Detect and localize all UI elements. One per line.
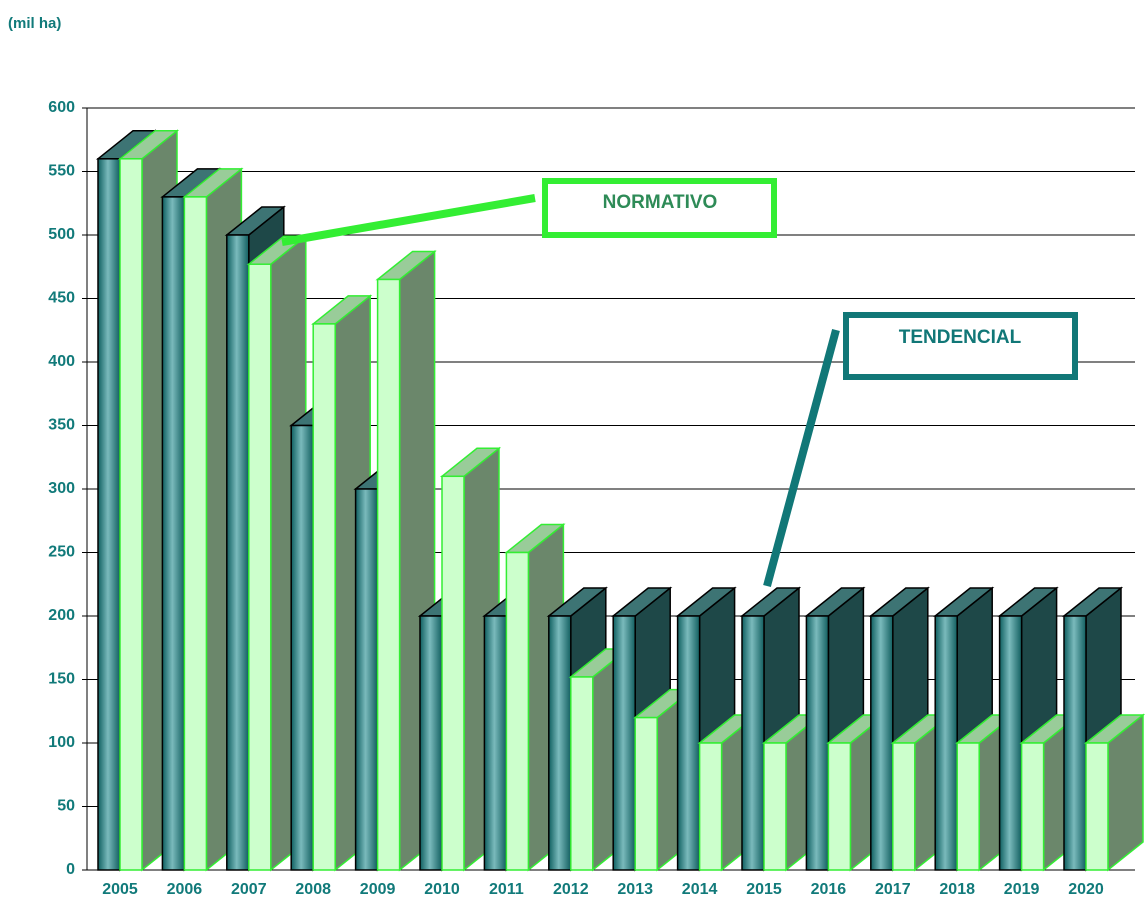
callout-line — [763, 328, 840, 588]
x-tick-label: 2012 — [553, 881, 589, 898]
bar-front — [805, 615, 830, 871]
x-tick-label: 2009 — [360, 881, 396, 898]
bar-front — [548, 615, 572, 871]
y-tick-label: 550 — [48, 163, 75, 180]
callout-line — [281, 194, 536, 246]
x-tick-label: 2018 — [939, 881, 975, 898]
y-tick-label: 400 — [48, 353, 75, 370]
bar-front — [419, 615, 443, 871]
bar-front — [998, 615, 1023, 871]
bar-front — [676, 615, 701, 871]
bar-front — [570, 676, 594, 871]
bar-front — [226, 234, 250, 871]
y-tick-label: 200 — [48, 607, 75, 624]
x-tick-label: 2017 — [875, 881, 911, 898]
bar-front — [483, 615, 508, 871]
bar-front — [354, 488, 379, 871]
y-tick-label: 100 — [48, 734, 75, 751]
legend-label: TENDENCIAL — [899, 327, 1022, 348]
bar-front — [1020, 742, 1045, 871]
legend-box — [542, 178, 777, 238]
y-tick-label: 250 — [48, 544, 75, 561]
bar-front — [870, 615, 894, 871]
x-tick-label: 2005 — [102, 881, 138, 898]
bar-front — [1063, 615, 1087, 871]
bar-front — [441, 475, 465, 871]
bar-front — [741, 615, 765, 871]
x-tick-label: 2011 — [489, 881, 524, 898]
x-tick-label: 2013 — [617, 881, 653, 898]
x-tick-label: 2007 — [231, 881, 267, 898]
legend-label: NORMATIVO — [603, 192, 718, 213]
bar-front — [634, 716, 658, 871]
bar-front — [248, 263, 272, 871]
bar-front — [312, 323, 336, 871]
plot: 0 50 100 150 200 250 300 350 400 450 500 550 600 2005… — [48, 99, 1145, 898]
x-tick-label: 2015 — [746, 881, 782, 898]
bar-front — [119, 158, 143, 871]
y-tick-label: 600 — [48, 99, 75, 116]
x-tick-label: 2010 — [424, 881, 460, 898]
bar-front — [183, 196, 208, 871]
bar-front — [97, 158, 121, 871]
y-tick-label: 450 — [48, 290, 75, 307]
legend-box — [843, 312, 1078, 380]
x-tick-label: 2006 — [167, 881, 203, 898]
y-tick-label: 0 — [66, 861, 75, 878]
y-tick-label: 150 — [48, 671, 75, 688]
bar-front — [505, 551, 530, 871]
x-tick-label: 2014 — [682, 881, 718, 898]
bar-front — [161, 196, 186, 871]
bar-front — [1085, 742, 1109, 871]
bar-front — [376, 278, 401, 871]
x-tick-label: 2016 — [811, 881, 847, 898]
bar-front — [934, 615, 958, 871]
bar — [1083, 713, 1145, 872]
bar-front — [698, 742, 723, 871]
x-tick-label: 2019 — [1004, 881, 1040, 898]
bar — [375, 249, 437, 872]
bar-front — [827, 742, 852, 871]
x-tick-label: 2020 — [1068, 881, 1104, 898]
y-tick-label: 500 — [48, 226, 75, 243]
y-axis-label: (mil ha) — [8, 15, 61, 32]
y-tick-label: 350 — [48, 417, 75, 434]
y-tick-label: 300 — [48, 480, 75, 497]
bar-front — [892, 742, 916, 871]
bar-front — [612, 615, 636, 871]
bar-front — [290, 424, 314, 871]
y-tick-label: 50 — [57, 798, 75, 815]
bar-front — [763, 742, 787, 871]
x-tick-label: 2008 — [295, 881, 331, 898]
bar-front — [956, 742, 980, 871]
